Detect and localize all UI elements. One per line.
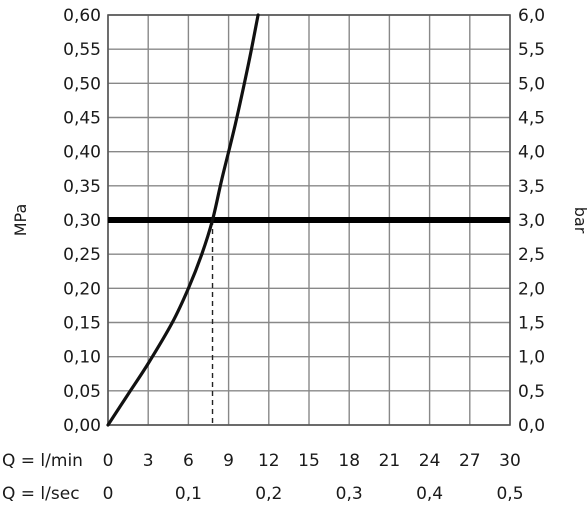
y-tick-label-mpa: 0,30 (63, 211, 101, 231)
x-tick-label-lps: 0,4 (416, 484, 443, 504)
x-tick-label-lps: 0,1 (175, 484, 202, 504)
x-tick-label-lpm: 15 (298, 451, 320, 471)
x-tick-label-lpm: 6 (183, 451, 194, 471)
x-tick-label-lps: 0,5 (496, 484, 523, 504)
y-axis-title-right: bar (571, 207, 588, 234)
y-tick-label-mpa: 0,35 (63, 177, 101, 197)
y-tick-label-bar: 5,0 (518, 74, 545, 94)
x-tick-label-lpm: 21 (379, 451, 401, 471)
x-tick-label-lpm: 24 (419, 451, 441, 471)
y-tick-label-bar: 1,0 (518, 348, 545, 368)
x-tick-label-lpm: 30 (499, 451, 521, 471)
x-tick-label-lpm: 27 (459, 451, 481, 471)
chart-labels: 0,000,050,100,150,200,250,300,350,400,45… (2, 6, 588, 504)
x-tick-label-lps: 0,3 (336, 484, 363, 504)
y-tick-label-mpa: 0,05 (63, 382, 101, 402)
y-tick-label-mpa: 0,45 (63, 109, 101, 129)
series-line (106, 13, 260, 427)
y-tick-label-bar: 3,5 (518, 177, 545, 197)
x-axis-title-lps: Q = l/sec (2, 484, 80, 504)
y-tick-label-bar: 1,5 (518, 314, 545, 334)
y-tick-label-mpa: 0,20 (63, 279, 101, 299)
y-tick-label-mpa: 0,25 (63, 245, 101, 265)
y-tick-label-mpa: 0,50 (63, 74, 101, 94)
y-axis-title-left: MPa (11, 204, 30, 237)
x-axis-title-lpm: Q = l/min (2, 451, 83, 471)
chart-marks (106, 13, 510, 427)
x-tick-label-lpm: 0 (103, 451, 114, 471)
x-tick-label-lpm: 9 (223, 451, 234, 471)
y-tick-label-bar: 3,0 (518, 211, 545, 231)
y-tick-label-bar: 5,5 (518, 40, 545, 60)
y-tick-label-bar: 6,0 (518, 6, 545, 26)
x-tick-label-lpm: 3 (143, 451, 154, 471)
x-tick-label-lps: 0 (103, 484, 114, 504)
y-tick-label-bar: 2,0 (518, 279, 545, 299)
y-tick-label-bar: 4,5 (518, 109, 545, 129)
y-tick-label-bar: 0,0 (518, 416, 545, 436)
x-tick-label-lpm: 12 (258, 451, 280, 471)
y-tick-label-bar: 2,5 (518, 245, 545, 265)
y-tick-label-bar: 0,5 (518, 382, 545, 402)
y-tick-label-mpa: 0,00 (63, 416, 101, 436)
y-tick-label-mpa: 0,60 (63, 6, 101, 26)
x-tick-label-lps: 0,2 (255, 484, 282, 504)
y-tick-label-mpa: 0,55 (63, 40, 101, 60)
y-tick-label-mpa: 0,10 (63, 348, 101, 368)
y-tick-label-mpa: 0,15 (63, 314, 101, 334)
y-tick-label-bar: 4,0 (518, 143, 545, 163)
y-tick-label-mpa: 0,40 (63, 143, 101, 163)
x-tick-label-lpm: 18 (338, 451, 360, 471)
